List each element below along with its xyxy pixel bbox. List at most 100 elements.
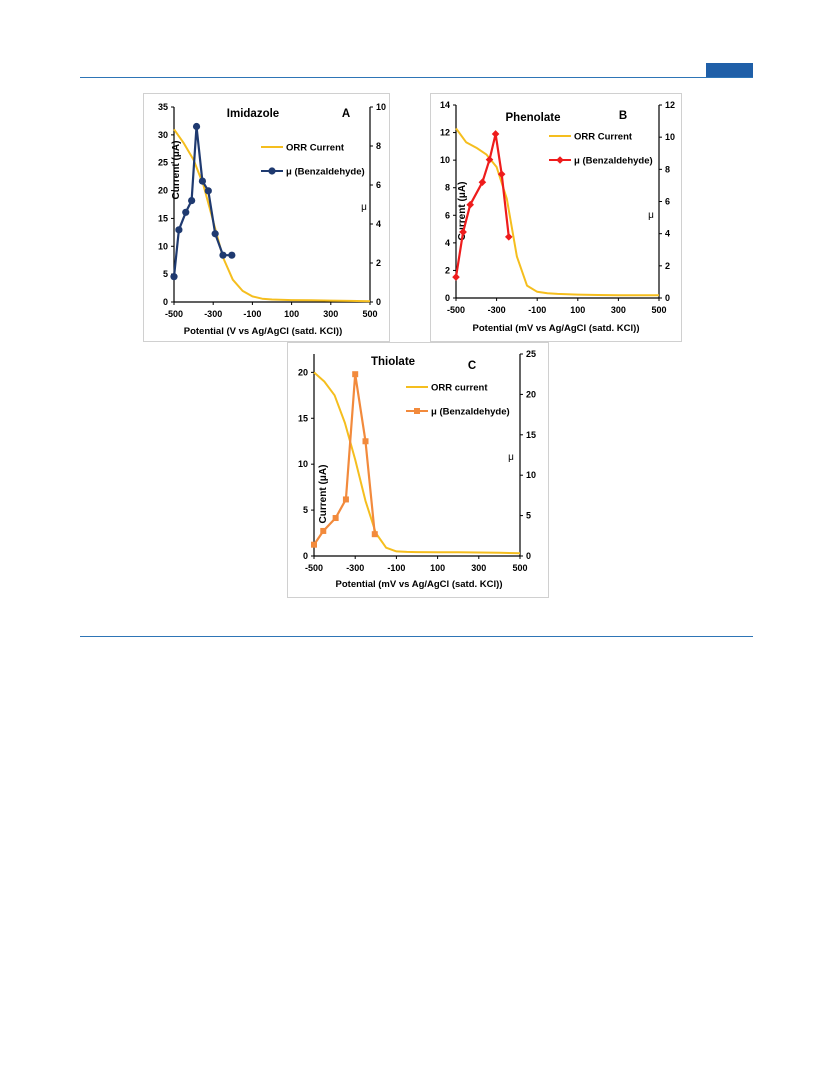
y-tick-label-right: 25 <box>526 349 536 359</box>
x-tick-label: -300 <box>346 563 364 573</box>
x-tick-label: -100 <box>243 309 261 319</box>
y-tick-label-left: 15 <box>298 413 308 423</box>
data-point <box>182 208 190 216</box>
orr-current-line <box>455 127 659 297</box>
panel-label: A <box>342 108 350 120</box>
y-tick-label-right: 12 <box>665 100 675 110</box>
legend-marker <box>268 167 276 175</box>
x-tick-label: 500 <box>651 305 666 315</box>
x-tick-label: 300 <box>323 309 338 319</box>
y-tick-label-left: 15 <box>158 213 168 223</box>
y-tick-label-left: 14 <box>440 100 450 110</box>
panel-label: B <box>619 110 627 122</box>
y-tick-label-left: 6 <box>445 210 450 220</box>
data-point <box>504 233 513 241</box>
legend-label: ORR Current <box>574 132 633 143</box>
x-tick-label: -500 <box>165 309 183 319</box>
data-point <box>478 178 487 186</box>
data-point <box>332 515 339 522</box>
y-tick-label-left: 5 <box>163 269 168 279</box>
mu-series-line <box>172 125 232 277</box>
y-tick-label-right: 0 <box>376 297 381 307</box>
x-axis-label: Potential (mV vs Ag/AgCl (satd. KCl)) <box>473 323 640 334</box>
x-axis-label: Potential (V vs Ag/AgCl (satd. KCl)) <box>184 326 343 337</box>
legend-label: μ (Benzaldehyde) <box>431 407 510 418</box>
y-tick-label-right: 6 <box>665 197 670 207</box>
x-axis-label: Potential (mV vs Ag/AgCl (satd. KCl)) <box>336 579 503 590</box>
legend-label: ORR Current <box>286 143 345 154</box>
panel-label: C <box>468 360 476 372</box>
x-tick-label: -100 <box>387 563 405 573</box>
x-tick-label: 300 <box>471 563 486 573</box>
x-tick-label: -300 <box>488 305 506 315</box>
chart-imidazole: -500 -300 -100 100 300 500 0 5 10 15 20 25 30 35 0 2 4 6 8… <box>158 102 386 337</box>
chart-panel-phenolate: -500 -300 -100 100 300 500 0 2 4 6 8 10 12 14 0 2 4 6 8 10 1… <box>430 93 682 342</box>
y-tick-label-right: 2 <box>665 261 670 271</box>
header-corner-tab <box>706 63 753 77</box>
mu-series-line <box>454 132 510 278</box>
data-point <box>452 273 460 281</box>
data-point <box>342 496 349 503</box>
y-tick-label-right: 2 <box>376 258 381 268</box>
y-tick-label-left: 0 <box>303 551 308 561</box>
chart-title: Phenolate <box>506 112 561 124</box>
bottom-rule <box>80 636 753 637</box>
legend-label: μ (Benzaldehyde) <box>574 156 653 167</box>
y-tick-label-left: 25 <box>158 158 168 168</box>
y-tick-label-left: 20 <box>158 186 168 196</box>
chart-panel-thiolate: -500 -300 -100 100 300 500 0 5 10 15 20 0 5 10 15 20 25 P… <box>287 342 549 598</box>
y-tick-label-left: 10 <box>298 459 308 469</box>
y-tick-label-left: 5 <box>303 505 308 515</box>
orr-current-line <box>313 371 521 555</box>
y-tick-label-right: 0 <box>526 551 531 561</box>
data-point <box>228 251 236 259</box>
y-tick-label-right: 20 <box>526 389 536 399</box>
data-point <box>491 130 500 138</box>
data-point <box>320 527 327 534</box>
y-tick-label-right: 0 <box>665 293 670 303</box>
y-tick-label-right: 15 <box>526 430 536 440</box>
y-axis-label: Current (μA) <box>457 182 468 241</box>
x-tick-label: 100 <box>284 309 299 319</box>
legend-marker <box>414 408 420 414</box>
y-tick-label-right: 6 <box>376 180 381 190</box>
y-tick-label-left: 4 <box>445 238 450 248</box>
chart-phenolate: -500 -300 -100 100 300 500 0 2 4 6 8 10 12 14 0 2 4 6 8 10 1… <box>440 100 675 334</box>
y-tick-label-left: 12 <box>440 128 450 138</box>
y-tick-label-right: 8 <box>665 164 670 174</box>
data-point <box>192 122 201 131</box>
x-tick-label: -100 <box>528 305 546 315</box>
y-tick-label-right: 10 <box>665 132 675 142</box>
legend-label: μ (Benzaldehyde) <box>286 167 365 178</box>
x-tick-label: -500 <box>305 563 323 573</box>
x-tick-label: 500 <box>512 563 527 573</box>
y-tick-label-left: 35 <box>158 102 168 112</box>
x-tick-label: -500 <box>447 305 465 315</box>
y2-axis-label: μ <box>648 210 654 221</box>
data-point <box>198 177 207 185</box>
y-tick-label-left: 30 <box>158 130 168 140</box>
data-point <box>219 251 227 259</box>
y-axis-label: Current (μA) <box>318 465 329 524</box>
y-tick-label-left: 0 <box>445 293 450 303</box>
data-point <box>204 187 212 195</box>
data-point <box>170 273 178 281</box>
data-point <box>459 228 467 236</box>
y-tick-label-left: 10 <box>440 155 450 165</box>
chart-title: Thiolate <box>371 356 415 368</box>
y-tick-label-right: 10 <box>526 470 536 480</box>
y-tick-label-left: 0 <box>163 297 168 307</box>
legend-label: ORR current <box>431 383 488 394</box>
x-tick-label: -300 <box>204 309 222 319</box>
top-rule <box>80 77 753 78</box>
chart-panel-imidazole: -500 -300 -100 100 300 500 0 5 10 15 20 25 30 35 0 2 4 6 8… <box>143 93 390 342</box>
x-tick-label: 500 <box>362 309 377 319</box>
data-point <box>362 438 369 445</box>
y-axis-label: Current (μA) <box>171 141 182 200</box>
y-tick-label-right: 5 <box>526 511 531 521</box>
y-tick-label-right: 4 <box>376 219 381 229</box>
x-tick-label: 100 <box>430 563 445 573</box>
y-tick-label-right: 4 <box>665 229 670 239</box>
chart-thiolate: -500 -300 -100 100 300 500 0 5 10 15 20 0 5 10 15 20 25 P… <box>298 349 536 590</box>
data-point <box>311 541 317 548</box>
